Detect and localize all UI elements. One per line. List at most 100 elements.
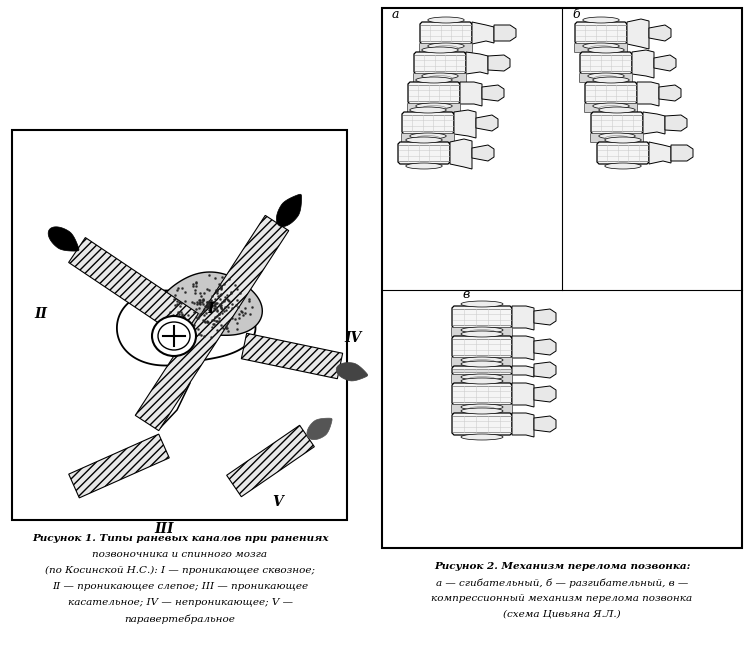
Polygon shape: [534, 386, 556, 402]
Ellipse shape: [152, 316, 196, 356]
Polygon shape: [117, 290, 256, 365]
Text: (схема Цивьяна Я.Л.): (схема Цивьяна Я.Л.): [503, 610, 621, 619]
Polygon shape: [476, 115, 498, 131]
Polygon shape: [226, 425, 314, 497]
Polygon shape: [472, 22, 494, 44]
Ellipse shape: [468, 406, 496, 412]
Polygon shape: [452, 336, 512, 358]
Polygon shape: [460, 82, 482, 106]
Polygon shape: [632, 50, 654, 78]
Ellipse shape: [158, 322, 190, 350]
Ellipse shape: [406, 137, 442, 143]
Polygon shape: [580, 52, 632, 74]
Ellipse shape: [593, 77, 629, 83]
Ellipse shape: [583, 17, 619, 23]
FancyBboxPatch shape: [451, 404, 513, 414]
Ellipse shape: [417, 135, 440, 140]
Polygon shape: [135, 215, 289, 431]
Polygon shape: [512, 413, 534, 437]
Polygon shape: [488, 55, 510, 71]
Ellipse shape: [422, 73, 458, 79]
Polygon shape: [659, 85, 681, 101]
Polygon shape: [671, 145, 693, 161]
Ellipse shape: [461, 404, 503, 410]
Polygon shape: [637, 82, 659, 106]
Ellipse shape: [406, 163, 442, 169]
Polygon shape: [482, 85, 504, 101]
Polygon shape: [336, 363, 368, 381]
Ellipse shape: [594, 76, 617, 80]
Text: б: б: [572, 8, 580, 21]
Text: (по Косинской Н.С.): I — проникающее сквозное;: (по Косинской Н.С.): I — проникающее скв…: [45, 566, 315, 575]
Ellipse shape: [468, 329, 496, 335]
Ellipse shape: [461, 327, 503, 333]
Polygon shape: [450, 139, 472, 169]
Ellipse shape: [416, 77, 452, 83]
Polygon shape: [68, 434, 169, 498]
Ellipse shape: [429, 76, 452, 80]
Polygon shape: [665, 115, 687, 131]
Polygon shape: [512, 336, 534, 360]
Ellipse shape: [468, 376, 496, 381]
Text: IV: IV: [344, 331, 361, 345]
Text: Рисунок 2. Механизм перелома позвонка:: Рисунок 2. Механизм перелома позвонка:: [434, 562, 690, 571]
Text: касательное; IV — непроникающее; V —: касательное; IV — непроникающее; V —: [68, 598, 293, 607]
FancyBboxPatch shape: [584, 104, 638, 112]
Text: Рисунок 1. Типы раневых каналов при ранениях: Рисунок 1. Типы раневых каналов при ране…: [32, 534, 329, 543]
Polygon shape: [466, 52, 488, 74]
Polygon shape: [402, 112, 454, 134]
FancyBboxPatch shape: [590, 133, 644, 143]
Ellipse shape: [416, 103, 452, 109]
Polygon shape: [534, 362, 556, 378]
Text: а — сгибательный, б — разгибательный, в —: а — сгибательный, б — разгибательный, в …: [436, 578, 688, 588]
Ellipse shape: [593, 103, 629, 109]
Ellipse shape: [461, 408, 503, 414]
Polygon shape: [575, 22, 627, 44]
FancyBboxPatch shape: [402, 133, 454, 143]
FancyBboxPatch shape: [575, 44, 627, 52]
Polygon shape: [512, 306, 534, 330]
Ellipse shape: [468, 360, 496, 365]
Polygon shape: [408, 82, 460, 104]
Polygon shape: [158, 272, 262, 335]
Polygon shape: [102, 253, 144, 310]
Polygon shape: [649, 25, 671, 41]
Ellipse shape: [422, 47, 458, 53]
Text: паравертебральное: паравертебральное: [125, 614, 235, 623]
Ellipse shape: [461, 378, 503, 384]
Polygon shape: [591, 112, 643, 134]
Ellipse shape: [410, 107, 446, 113]
Polygon shape: [420, 22, 472, 44]
Ellipse shape: [599, 106, 623, 110]
Ellipse shape: [590, 46, 613, 50]
Ellipse shape: [461, 331, 503, 337]
Ellipse shape: [605, 137, 641, 143]
Polygon shape: [494, 25, 516, 41]
Polygon shape: [414, 52, 466, 74]
Ellipse shape: [428, 17, 464, 23]
Ellipse shape: [605, 135, 629, 140]
Text: а: а: [392, 8, 399, 21]
Ellipse shape: [461, 374, 503, 380]
Polygon shape: [534, 416, 556, 432]
Ellipse shape: [461, 434, 503, 440]
FancyBboxPatch shape: [451, 374, 513, 384]
Ellipse shape: [410, 133, 446, 139]
Text: V: V: [272, 495, 283, 509]
Polygon shape: [585, 82, 637, 104]
Polygon shape: [654, 55, 676, 71]
Text: III: III: [154, 522, 174, 536]
Polygon shape: [627, 19, 649, 49]
Polygon shape: [472, 145, 494, 161]
FancyBboxPatch shape: [408, 104, 460, 112]
Polygon shape: [154, 368, 190, 428]
Polygon shape: [597, 142, 649, 164]
Text: II — проникающее слепое; III — проникающее: II — проникающее слепое; III — проникающ…: [52, 582, 308, 591]
Ellipse shape: [588, 73, 624, 79]
Ellipse shape: [435, 46, 458, 50]
Polygon shape: [452, 306, 512, 328]
Text: в: в: [462, 288, 469, 301]
FancyBboxPatch shape: [580, 74, 632, 82]
Polygon shape: [241, 333, 343, 378]
Ellipse shape: [461, 301, 503, 307]
